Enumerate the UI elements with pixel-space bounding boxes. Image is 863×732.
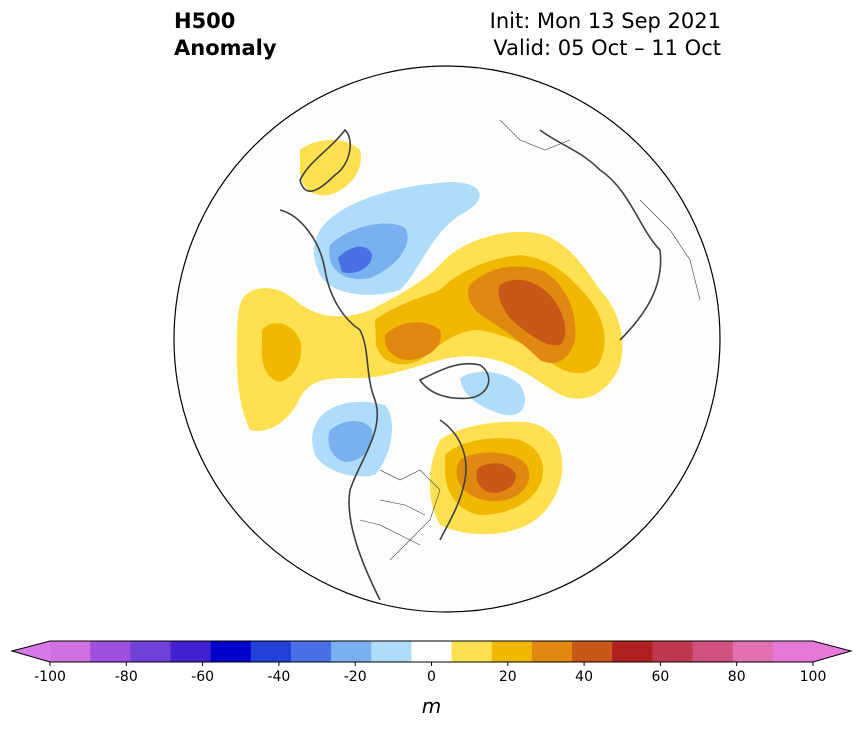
colorbar-band: [371, 641, 412, 662]
colorbar-band: [130, 641, 171, 662]
colorbar-band: [290, 641, 332, 662]
colorbar-band: [612, 641, 653, 662]
title-left: H500 Anomaly: [174, 8, 277, 62]
colorbar-tick-label: 40: [575, 669, 593, 685]
coastlines: [279, 128, 662, 601]
colorbar-band: [210, 641, 252, 662]
colorbar-band: [170, 641, 212, 662]
colorbar-tick-label: 20: [499, 669, 517, 685]
colorbar-band: [451, 641, 493, 662]
colorbar-tick-label: 60: [651, 669, 669, 685]
negative-anomaly-gulf-of-alaska: [312, 401, 393, 477]
colorbar-band: [572, 641, 613, 662]
title-right: Init: Mon 13 Sep 2021 Valid: 05 Oct – 11…: [490, 8, 721, 62]
colorbar-ticks: -100 -80 -60 -40 -20 0 20 40 60 80 100: [34, 662, 826, 685]
colorbar-tick-label: -80: [115, 669, 138, 685]
title-variable: H500: [174, 9, 236, 33]
colorbar-band: [732, 641, 774, 662]
colorbar-band: [250, 641, 292, 662]
colorbar-band: [50, 641, 91, 662]
colorbar-band: [692, 641, 734, 662]
colorbar-tick-label: -40: [267, 669, 290, 685]
colorbar-tick-label: -100: [34, 669, 66, 685]
title-valid: Valid: 05 Oct – 11 Oct: [493, 36, 721, 60]
colorbar-tick-label: 0: [427, 669, 436, 685]
globe-boundary: [173, 65, 721, 613]
title-quantity: Anomaly: [174, 36, 277, 60]
colorbar-tick-label: 100: [800, 669, 827, 685]
positive-anomaly-eurasia: [236, 231, 623, 431]
colorbar-band: [531, 641, 573, 662]
political-borders: [359, 119, 701, 561]
colorbar-bands: [50, 641, 814, 662]
colorbar-low-extend: [12, 641, 50, 662]
colorbar-band: [90, 641, 131, 662]
colorbar: -100 -80 -60 -40 -20 0 20 40 60 80 100: [10, 640, 853, 685]
colorbar-band: [411, 641, 453, 662]
colorbar-tick-label: 80: [728, 669, 746, 685]
colorbar-band: [491, 641, 533, 662]
positive-anomaly-north-atlantic: [299, 139, 361, 196]
negative-anomaly-arctic: [460, 371, 525, 416]
colorbar-tick-label: -20: [344, 669, 367, 685]
colorbar-band: [652, 641, 694, 662]
colorbar-tick-label: -60: [191, 669, 214, 685]
colorbar-band: [331, 641, 372, 662]
colorbar-high-extend: [813, 641, 851, 662]
title-init: Init: Mon 13 Sep 2021: [489, 9, 721, 33]
polar-map: [173, 65, 721, 613]
negative-anomaly-east-asia: [313, 182, 480, 295]
colorbar-band: [772, 641, 814, 662]
colorbar-unit-label: m: [421, 694, 442, 718]
anomaly-contours: [236, 139, 623, 535]
